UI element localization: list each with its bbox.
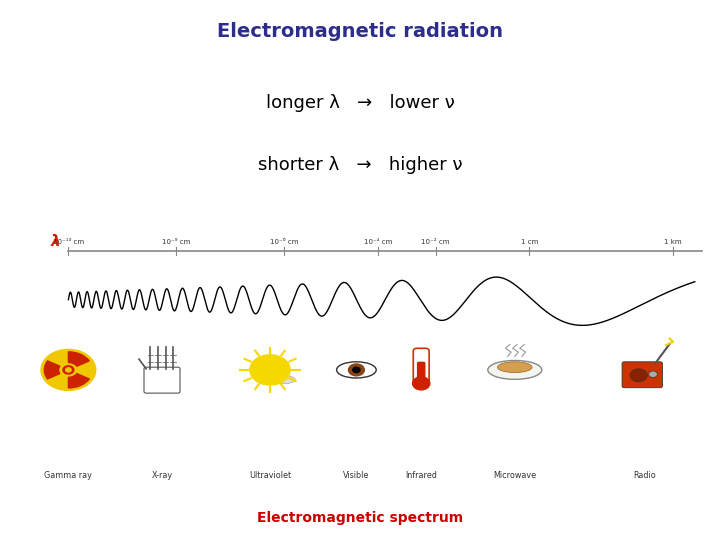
Text: 10⁻⁴ cm: 10⁻⁴ cm — [364, 239, 392, 245]
Wedge shape — [68, 352, 89, 366]
Circle shape — [348, 364, 364, 376]
Ellipse shape — [498, 362, 532, 373]
Ellipse shape — [336, 362, 376, 378]
Circle shape — [250, 355, 290, 385]
Circle shape — [353, 367, 360, 373]
Text: X-ray: X-ray — [151, 471, 173, 480]
Ellipse shape — [271, 374, 284, 380]
Text: longer λ   →   lower ν: longer λ → lower ν — [266, 93, 454, 112]
FancyBboxPatch shape — [413, 348, 429, 383]
Text: Infrared: Infrared — [405, 471, 437, 480]
Text: 10⁻² cm: 10⁻² cm — [421, 239, 450, 245]
Ellipse shape — [274, 376, 295, 383]
Text: Microwave: Microwave — [493, 471, 536, 480]
Text: shorter λ   →   higher ν: shorter λ → higher ν — [258, 156, 462, 174]
Text: Visible: Visible — [343, 471, 369, 480]
Circle shape — [413, 377, 430, 390]
Text: Radio: Radio — [633, 471, 656, 480]
Text: Ultraviolet: Ultraviolet — [249, 471, 291, 480]
Text: 10⁻⁶ cm: 10⁻⁶ cm — [270, 239, 299, 245]
Circle shape — [649, 371, 657, 377]
Text: 10⁻⁹ cm: 10⁻⁹ cm — [162, 239, 191, 245]
Circle shape — [66, 368, 71, 372]
Ellipse shape — [488, 361, 541, 379]
Wedge shape — [45, 361, 60, 379]
Text: 10⁻¹³ cm: 10⁻¹³ cm — [53, 239, 84, 245]
Text: Electromagnetic radiation: Electromagnetic radiation — [217, 22, 503, 40]
Text: 1 km: 1 km — [665, 239, 682, 245]
Wedge shape — [68, 374, 89, 388]
FancyBboxPatch shape — [622, 362, 662, 388]
FancyBboxPatch shape — [418, 362, 425, 381]
Circle shape — [630, 369, 647, 382]
Text: λ: λ — [50, 234, 60, 249]
Circle shape — [41, 349, 96, 390]
Text: 1 cm: 1 cm — [521, 239, 538, 245]
Text: Gamma ray: Gamma ray — [45, 471, 92, 480]
Text: Electromagnetic spectrum: Electromagnetic spectrum — [257, 511, 463, 525]
Circle shape — [63, 366, 74, 374]
